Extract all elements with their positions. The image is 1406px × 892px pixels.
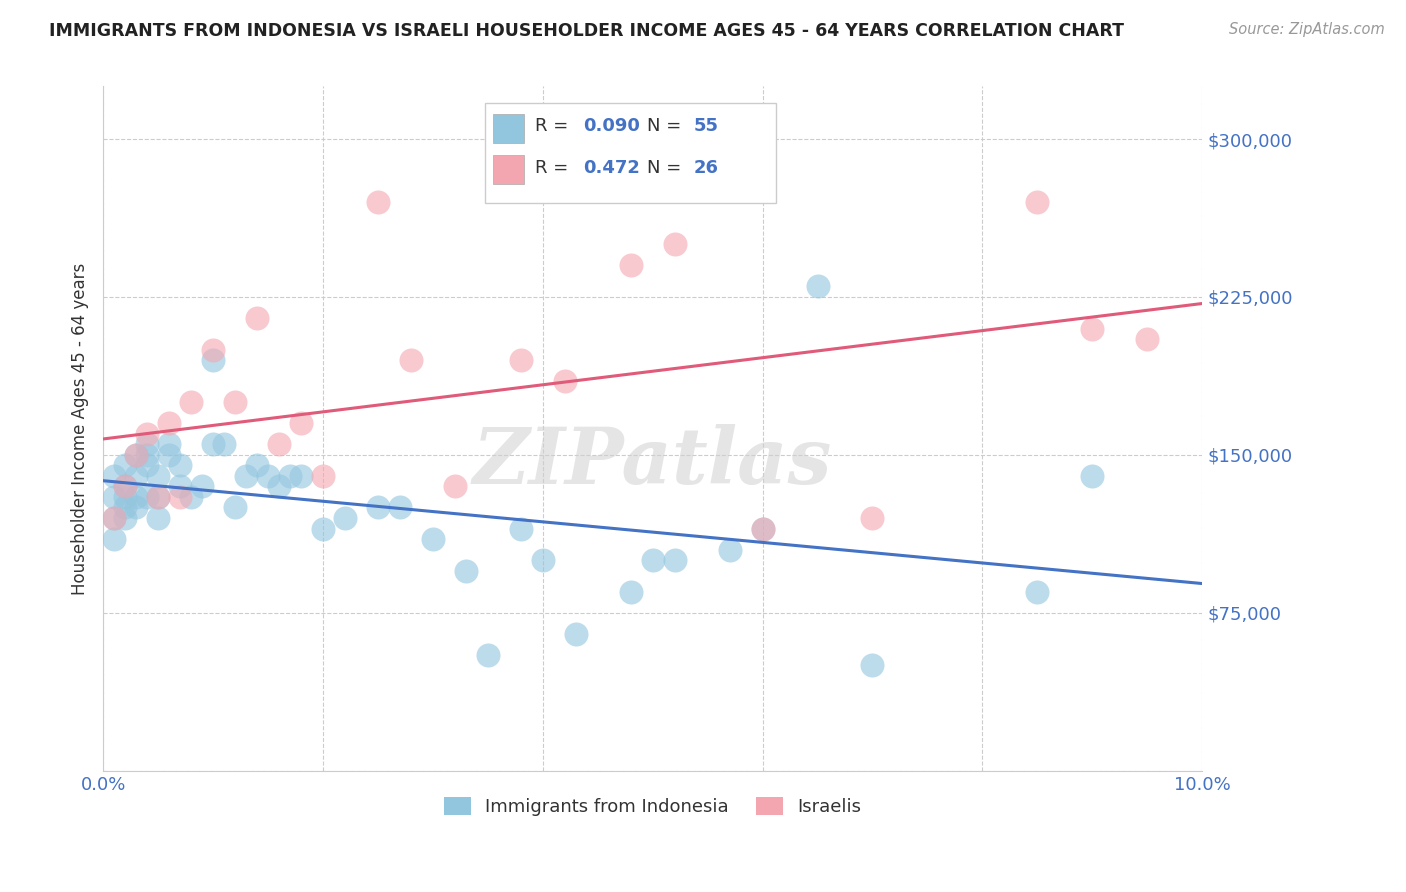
Point [278, 469, 301, 483]
Point [1026, 584, 1049, 599]
Point [146, 490, 169, 504]
Point [399, 353, 422, 368]
Point [169, 479, 191, 493]
Text: N =: N = [647, 117, 688, 135]
Text: N =: N = [647, 160, 688, 178]
Point [114, 490, 136, 504]
Point [531, 553, 554, 567]
Point [136, 458, 159, 473]
Point [146, 490, 169, 504]
Point [509, 522, 531, 536]
Text: IMMIGRANTS FROM INDONESIA VS ISRAELI HOUSEHOLDER INCOME AGES 45 - 64 YEARS CORRE: IMMIGRANTS FROM INDONESIA VS ISRAELI HOU… [49, 22, 1125, 40]
Point [114, 479, 136, 493]
Point [212, 437, 235, 451]
Point [235, 469, 257, 483]
Point [202, 353, 225, 368]
Point [103, 511, 125, 525]
Point [202, 437, 225, 451]
Point [454, 564, 477, 578]
Point [267, 479, 290, 493]
Point [477, 648, 499, 662]
Point [125, 469, 148, 483]
Point [224, 395, 246, 409]
Point [136, 448, 159, 462]
Point [718, 542, 741, 557]
Point [169, 458, 191, 473]
Point [554, 374, 576, 388]
Point [180, 490, 202, 504]
Point [806, 279, 828, 293]
Point [157, 448, 180, 462]
FancyBboxPatch shape [485, 103, 776, 202]
Point [664, 237, 686, 252]
Point [136, 426, 159, 441]
Point [191, 479, 214, 493]
Point [146, 469, 169, 483]
Point [620, 584, 643, 599]
Point [422, 532, 444, 546]
Point [103, 532, 125, 546]
Point [103, 469, 125, 483]
Point [367, 195, 389, 210]
Point [125, 448, 148, 462]
Point [1136, 332, 1159, 346]
Point [136, 437, 159, 451]
Text: ZIPatlas: ZIPatlas [472, 425, 832, 501]
Text: Source: ZipAtlas.com: Source: ZipAtlas.com [1229, 22, 1385, 37]
Point [157, 437, 180, 451]
Point [641, 553, 664, 567]
Point [114, 511, 136, 525]
Point [620, 258, 643, 272]
Point [157, 417, 180, 431]
Point [862, 658, 884, 673]
Point [224, 500, 246, 515]
Point [125, 448, 148, 462]
FancyBboxPatch shape [494, 114, 524, 143]
Point [862, 511, 884, 525]
Text: 26: 26 [693, 160, 718, 178]
Point [136, 490, 159, 504]
Point [290, 469, 312, 483]
Point [367, 500, 389, 515]
Legend: Immigrants from Indonesia, Israelis: Immigrants from Indonesia, Israelis [437, 789, 869, 823]
Point [114, 500, 136, 515]
Point [114, 479, 136, 493]
Point [114, 458, 136, 473]
Point [246, 310, 269, 325]
Point [180, 395, 202, 409]
Point [169, 490, 191, 504]
Point [443, 479, 465, 493]
Point [751, 522, 773, 536]
Point [1081, 469, 1104, 483]
Point [103, 490, 125, 504]
Point [103, 511, 125, 525]
Point [146, 511, 169, 525]
Point [202, 343, 225, 357]
Text: R =: R = [536, 117, 574, 135]
Point [312, 469, 335, 483]
Text: 0.472: 0.472 [583, 160, 640, 178]
Text: R =: R = [536, 160, 574, 178]
Point [246, 458, 269, 473]
Point [388, 500, 411, 515]
Point [312, 522, 335, 536]
Point [664, 553, 686, 567]
Point [1026, 195, 1049, 210]
Point [751, 522, 773, 536]
Text: 0.090: 0.090 [583, 117, 640, 135]
Point [290, 417, 312, 431]
Point [564, 627, 586, 641]
Point [333, 511, 356, 525]
Point [1081, 321, 1104, 335]
Point [257, 469, 280, 483]
Point [267, 437, 290, 451]
FancyBboxPatch shape [494, 155, 524, 185]
Point [125, 490, 148, 504]
Point [509, 353, 531, 368]
Text: 55: 55 [693, 117, 718, 135]
Point [125, 500, 148, 515]
Y-axis label: Householder Income Ages 45 - 64 years: Householder Income Ages 45 - 64 years [72, 262, 89, 595]
